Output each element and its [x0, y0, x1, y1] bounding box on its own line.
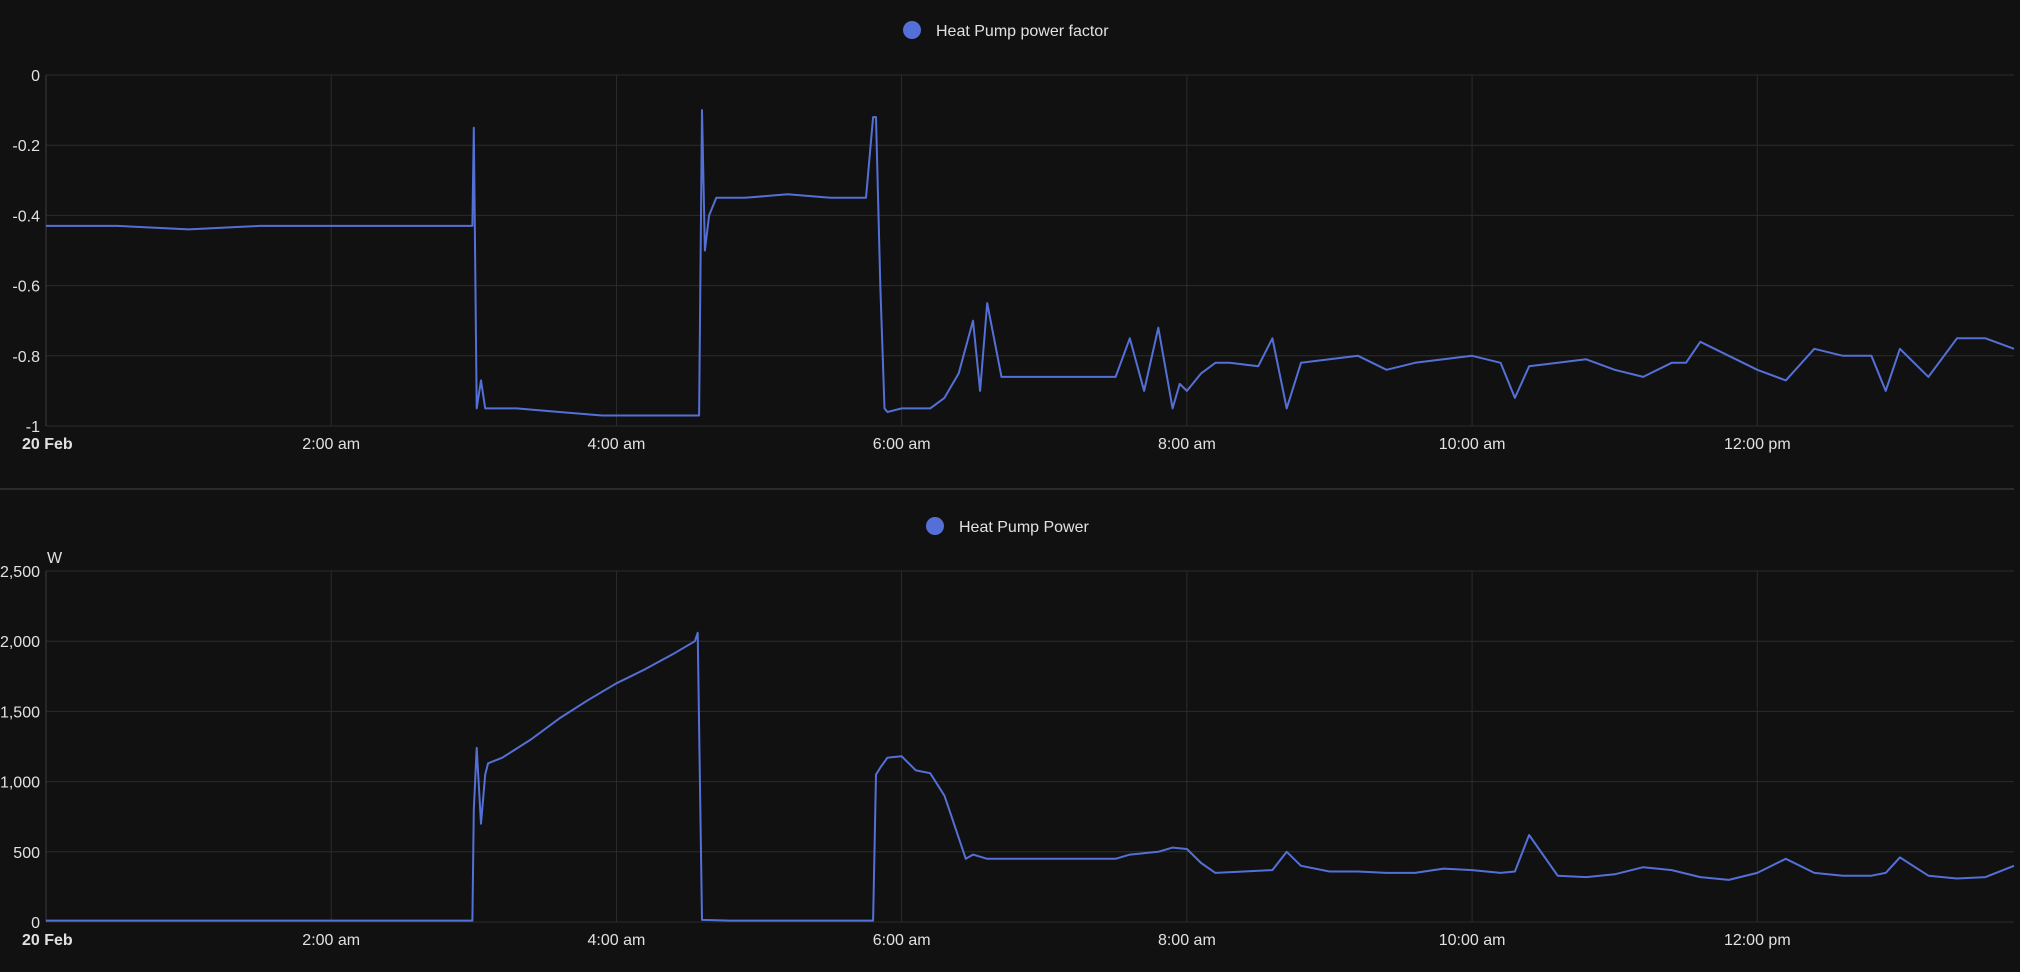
y-tick-label: 1,500 [0, 704, 40, 721]
x-tick-label: 12:00 pm [1724, 932, 1791, 949]
y-tick-label: -0.2 [12, 138, 40, 155]
y-tick-label: -0.6 [12, 279, 40, 296]
legend[interactable]: Heat Pump Power [926, 517, 1090, 536]
x-tick-label: 20 Feb [22, 932, 73, 949]
x-tick-label: 4:00 am [588, 932, 646, 949]
x-tick-label: 20 Feb [22, 436, 73, 453]
power-factor-chart: Heat Pump power factor 0 -0.2 -0.4 -0.6 -0.8 -… [12, 21, 2015, 453]
legend-marker [926, 517, 944, 535]
series-line [46, 631, 2015, 922]
y-tick-label: -1 [26, 419, 40, 436]
legend-label: Heat Pump Power [959, 519, 1090, 536]
x-tick-label: 6:00 am [873, 436, 931, 453]
y-tick-label: 0 [31, 915, 40, 932]
y-tick-label: 2,500 [0, 564, 40, 581]
chart-divider [0, 488, 2014, 490]
x-tick-label: 6:00 am [873, 932, 931, 949]
y-tick-label: 0 [31, 68, 40, 85]
unit-label: W [47, 550, 63, 567]
y-tick-label: -0.4 [12, 208, 40, 225]
legend[interactable]: Heat Pump power factor [903, 21, 1109, 40]
y-tick-label: 2,000 [0, 634, 40, 651]
y-tick-label: 500 [13, 845, 40, 862]
x-tick-label: 4:00 am [588, 436, 646, 453]
x-tick-label: 8:00 am [1158, 932, 1216, 949]
x-tick-label: 8:00 am [1158, 436, 1216, 453]
x-tick-label: 10:00 am [1439, 932, 1506, 949]
y-tick-label: -0.8 [12, 349, 40, 366]
x-tick-label: 2:00 am [302, 436, 360, 453]
legend-marker [903, 21, 921, 39]
x-tick-label: 2:00 am [302, 932, 360, 949]
y-tick-label: 1,000 [0, 775, 40, 792]
legend-label: Heat Pump power factor [936, 23, 1109, 40]
x-tick-label: 12:00 pm [1724, 436, 1791, 453]
series-line [46, 109, 2015, 417]
x-tick-label: 10:00 am [1439, 436, 1506, 453]
